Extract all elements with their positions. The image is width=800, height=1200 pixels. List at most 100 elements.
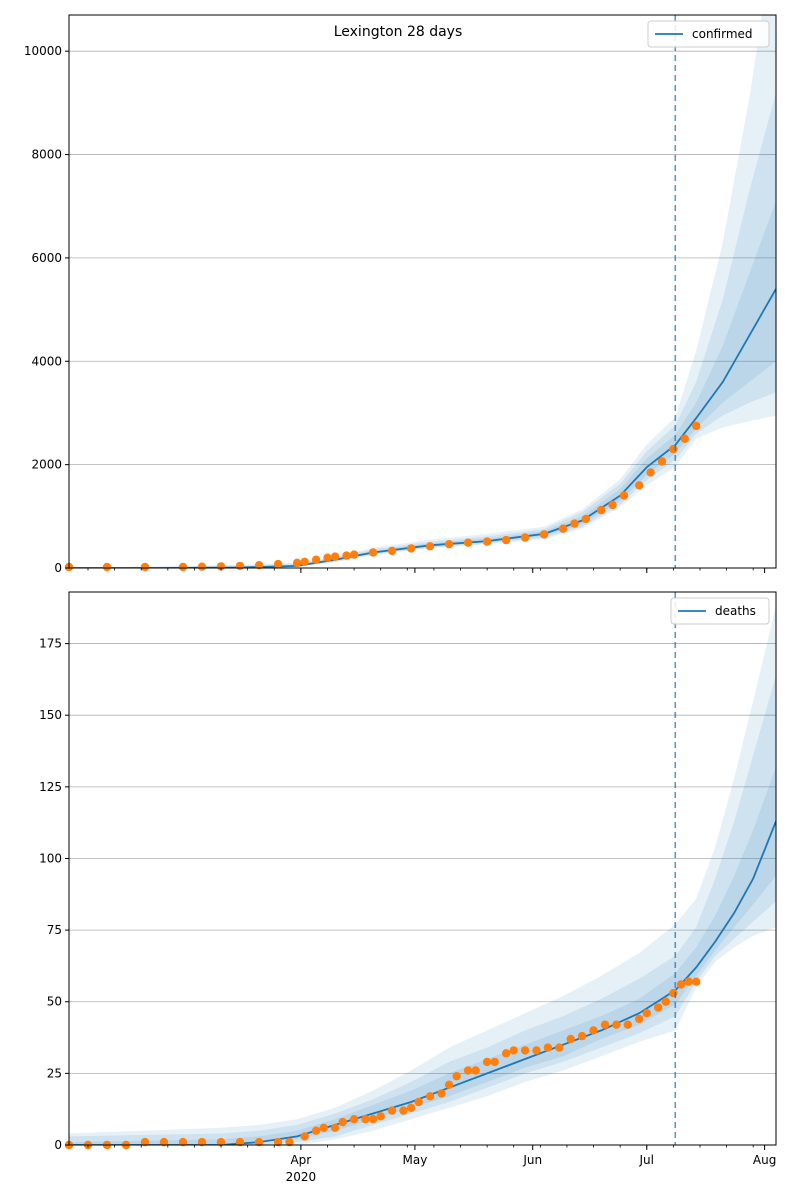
observed-point [323, 553, 332, 562]
observed-point [197, 562, 207, 571]
y-tick-label: 2000 [31, 458, 62, 472]
observed-point [235, 561, 245, 571]
observed-point [635, 1014, 644, 1024]
axes-frame [68, 14, 777, 569]
uncertainty-bands [69, 15, 776, 568]
observed-point [273, 559, 283, 569]
observed-point [635, 481, 644, 490]
observed-point [349, 550, 359, 559]
observed-point [566, 1034, 575, 1044]
median-series-line [69, 820, 776, 1145]
uncertainty-band [69, 201, 776, 568]
observed-point [254, 561, 264, 570]
observed-point [661, 997, 670, 1006]
observed-point [361, 1115, 370, 1124]
uncertainty-band [69, 606, 776, 1145]
observed-point [285, 1137, 294, 1147]
observed-point [406, 1103, 416, 1113]
y-tick-label: 4000 [31, 354, 62, 368]
y-tick-label: 10000 [24, 44, 62, 58]
observed-point [669, 444, 678, 454]
observed-points [64, 421, 701, 572]
x-tick-sublabel: 2020 [286, 1170, 317, 1184]
observed-point [676, 980, 686, 989]
uncertainty-band [69, 15, 776, 568]
observed-point [482, 1057, 492, 1067]
median-line [69, 820, 776, 1145]
observed-point [368, 548, 378, 557]
y-tick-label: 75 [47, 923, 62, 937]
observed-point [597, 505, 606, 515]
observed-point [300, 557, 309, 566]
x-axis-ticks [87, 568, 766, 573]
observed-point [197, 1137, 207, 1147]
observed-point [444, 1080, 454, 1090]
y-tick-label: 125 [39, 780, 62, 794]
observed-point [368, 1115, 378, 1124]
y-tick-label: 0 [54, 561, 62, 575]
legend-box [670, 597, 770, 625]
observed-point [646, 468, 655, 477]
observed-point [482, 537, 492, 546]
panel-confirmed: 0 2000 4000 6000 8000 10000 Lexington 28 days… [24, 14, 777, 575]
observed-point [311, 555, 321, 564]
observed-point [414, 1097, 423, 1107]
legend-box [647, 20, 770, 48]
observed-point [452, 1072, 461, 1081]
observed-point [235, 1137, 245, 1147]
observed-point [330, 1123, 340, 1133]
observed-point [425, 1092, 435, 1101]
observed-point [570, 519, 579, 528]
x-tick-label: Jun [522, 1153, 542, 1167]
observed-point [555, 1043, 564, 1052]
observed-point [669, 988, 678, 998]
observed-point [471, 1066, 480, 1075]
observed-point [589, 1026, 598, 1035]
observed-point [437, 1089, 446, 1098]
y-tick-label: 150 [39, 708, 62, 722]
observed-point [300, 1132, 309, 1141]
observed-point [532, 1046, 541, 1055]
observed-point [612, 1020, 621, 1029]
observed-point [501, 1049, 511, 1058]
observed-point [444, 540, 454, 549]
observed-point [520, 1046, 530, 1055]
legend-label-deaths: deaths [715, 604, 756, 618]
x-tick-label: Jul [639, 1153, 654, 1167]
x-axis-ticks: Apr 2020 May Jun Jul Aug [87, 1145, 776, 1184]
legend-label-confirmed: confirmed [692, 27, 753, 41]
observed-point [657, 457, 667, 466]
observed-point [330, 552, 340, 561]
axes-frame [68, 591, 777, 1146]
observed-point [159, 1137, 169, 1147]
observed-point [319, 1123, 328, 1133]
observed-point [501, 535, 511, 545]
y-tick-label: 25 [47, 1066, 62, 1080]
observed-point [178, 1137, 188, 1147]
observed-point [692, 421, 701, 431]
observed-point [311, 1126, 321, 1135]
observed-point [463, 538, 473, 547]
legend: confirmed [647, 20, 770, 48]
y-tick-label: 8000 [31, 148, 62, 162]
grid-lines [69, 50, 776, 466]
uncertainty-band [69, 675, 776, 1145]
x-tick-label: Aug [753, 1153, 776, 1167]
observed-point [577, 1031, 587, 1041]
observed-point [520, 533, 530, 542]
observed-point [600, 1020, 610, 1029]
uncertainty-bands [69, 606, 776, 1145]
observed-point [273, 1137, 283, 1147]
observed-point [102, 562, 112, 572]
x-tick-label: Apr [290, 1153, 311, 1167]
observed-point [349, 1115, 359, 1124]
observed-point [619, 491, 629, 500]
observed-point [581, 514, 591, 524]
observed-point [692, 977, 701, 986]
observed-point [684, 977, 693, 986]
y-tick-label: 6000 [31, 251, 62, 265]
observed-point [140, 1137, 150, 1147]
observed-point [178, 562, 188, 572]
observed-point [623, 1020, 632, 1029]
